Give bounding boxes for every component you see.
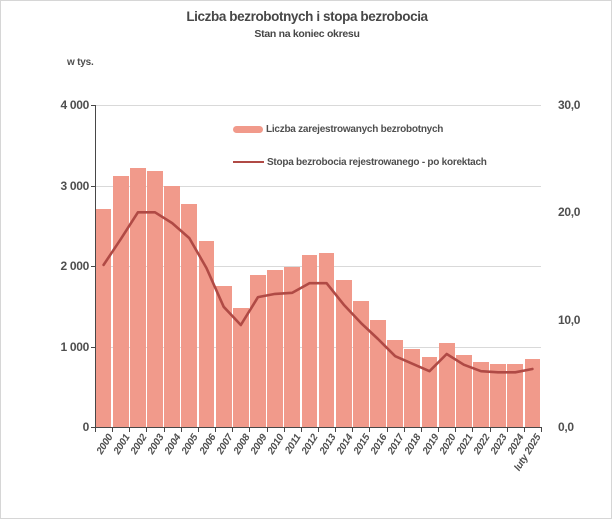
- legend-line-label: Stopa bezrobocia rejestrowanego - po kor…: [267, 156, 487, 168]
- legend: Liczba zarejestrowanych bezrobotnych Sto…: [233, 122, 487, 169]
- gridline: [95, 185, 541, 187]
- x-axis-tick: [489, 428, 491, 432]
- y-axis-label-right: 20,0: [558, 205, 581, 220]
- legend-bar-label: Liczba zarejestrowanych bezrobotnych: [266, 123, 444, 135]
- plot-area: [95, 105, 541, 427]
- y-axis-label-right: 10,0: [558, 312, 581, 327]
- gridline: [95, 266, 541, 267]
- legend-item-line: Stopa bezrobocia rejestrowanego - po kor…: [233, 155, 487, 169]
- x-axis-tick: [335, 428, 337, 432]
- bar-2001: [112, 176, 129, 427]
- bar-2017: [387, 339, 404, 427]
- x-axis-tick: [386, 428, 388, 432]
- rate-line-svg: [102, 211, 534, 374]
- x-axis-tick: [523, 428, 525, 432]
- bar-2013: [318, 253, 335, 427]
- x-axis-tick: [352, 428, 354, 432]
- bar-2005: [181, 203, 198, 427]
- x-axis-tick: [163, 428, 165, 432]
- bar-2000: [95, 209, 112, 427]
- bar-2024: [507, 363, 524, 427]
- y-axis-label-right: 30,0: [558, 98, 581, 112]
- y-axis-label-left: 2 000: [60, 259, 89, 273]
- bar-2019: [421, 357, 438, 427]
- bar-2022: [473, 361, 489, 427]
- bar-2021: [455, 354, 472, 427]
- x-axis-tick: [215, 428, 217, 432]
- bar-2012: [301, 254, 318, 427]
- chart-title: Liczba bezrobotnych i stopa bezrobocia: [186, 9, 428, 24]
- x-axis-tick: [438, 428, 440, 432]
- y-axis-label-left: 3 000: [60, 178, 89, 193]
- x-axis-tick: [146, 428, 148, 432]
- bar-2015: [353, 301, 369, 427]
- x-axis-tick: [283, 428, 285, 432]
- left-axis-unit-label: w tys.: [67, 57, 94, 68]
- bar-2009: [250, 274, 266, 427]
- x-axis-tick: [403, 428, 405, 432]
- bar-2011: [284, 267, 301, 427]
- legend-bar-swatch: [233, 125, 263, 133]
- x-axis-tick: [180, 428, 182, 432]
- legend-line-swatch: [233, 160, 264, 164]
- y-axis-tick: [91, 346, 95, 348]
- x-axis-tick: [95, 428, 96, 432]
- x-axis-line: [95, 427, 542, 428]
- x-axis-tick: [541, 428, 542, 432]
- x-axis-tick: [420, 428, 422, 432]
- rate-line: [102, 211, 534, 374]
- y-axis-tick: [91, 105, 95, 106]
- y-axis-tick: [91, 266, 95, 267]
- y-axis-line: [95, 105, 96, 428]
- bar-2010: [267, 269, 283, 427]
- x-axis-tick: [455, 428, 457, 432]
- x-axis-tick: [318, 428, 319, 432]
- x-axis-tick: [300, 428, 302, 432]
- bar-2006: [198, 241, 215, 427]
- legend-item-bars: Liczba zarejestrowanych bezrobotnych: [233, 122, 487, 136]
- bar-2020: [438, 342, 455, 427]
- x-axis-tick: [249, 428, 251, 432]
- y-axis-label-right: 0,0: [558, 420, 574, 434]
- bar-2004: [164, 185, 181, 427]
- bar-luty 2025: [524, 358, 541, 427]
- bar-2014: [335, 280, 352, 427]
- gridline: [95, 105, 541, 106]
- y-axis-tick: [91, 185, 95, 187]
- bar-2016: [370, 319, 386, 427]
- x-axis-tick: [232, 428, 234, 432]
- x-axis-tick: [369, 428, 371, 432]
- y-axis-label-left: 0: [82, 420, 90, 434]
- bar-2007: [215, 286, 232, 427]
- x-axis-tick: [197, 428, 199, 432]
- y-axis-label-left: 4 000: [60, 98, 89, 112]
- x-axis-tick: [266, 428, 268, 432]
- bar-2023: [490, 363, 506, 427]
- gridline: [95, 346, 541, 348]
- x-axis-tick: [129, 428, 131, 432]
- bar-2003: [147, 171, 163, 427]
- bar-2018: [404, 349, 421, 427]
- y-axis-label-left: 1 000: [60, 339, 89, 354]
- x-axis-tick: [506, 428, 508, 432]
- y-axis-tick: [91, 427, 95, 428]
- bar-2002: [130, 168, 146, 427]
- bar-2008: [232, 308, 249, 427]
- x-axis-tick: [112, 428, 114, 432]
- x-axis-tick: [472, 428, 474, 432]
- chart-subtitle: Stan na koniec okresu: [254, 28, 360, 40]
